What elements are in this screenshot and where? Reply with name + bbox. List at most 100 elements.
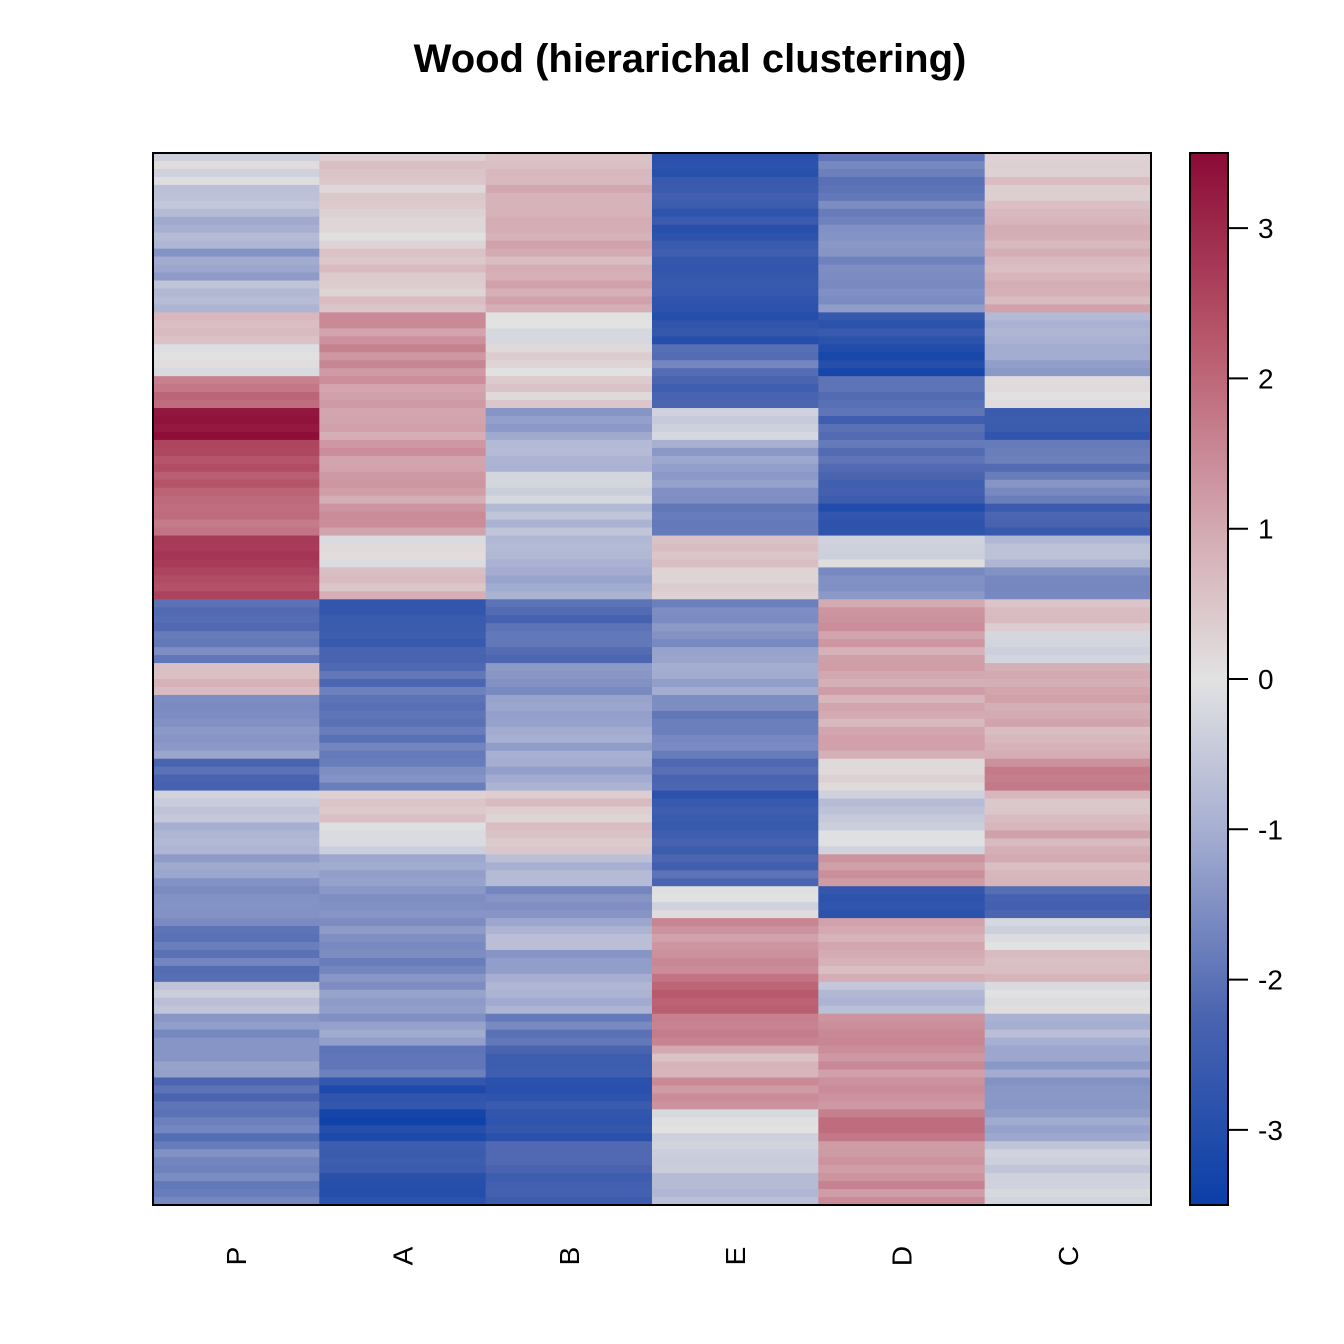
heatmap-cell	[153, 240, 320, 250]
heatmap-cell	[652, 989, 819, 999]
heatmap-cell	[652, 1069, 819, 1079]
heatmap-cell	[984, 910, 1152, 919]
heatmap-cell	[984, 774, 1152, 784]
heatmap-cell	[153, 288, 320, 298]
heatmap-cell	[984, 934, 1152, 943]
heatmap-cell	[153, 1069, 320, 1079]
color-legend-bar	[1189, 152, 1229, 1206]
heatmap-cell	[652, 168, 819, 178]
heatmap-cell	[153, 232, 320, 242]
heatmap-cell	[485, 296, 653, 306]
heatmap-cell	[652, 400, 819, 409]
heatmap-cell	[818, 1037, 986, 1047]
heatmap-cell	[319, 320, 487, 329]
heatmap-cell	[319, 352, 487, 361]
heatmap-cell	[818, 1093, 986, 1102]
heatmap-cell	[153, 830, 320, 839]
heatmap-cell	[319, 894, 487, 903]
heatmap-cell	[984, 344, 1152, 353]
heatmap-cell	[984, 949, 1152, 959]
heatmap-cell	[319, 1037, 487, 1047]
heatmap-cell	[984, 1029, 1152, 1039]
heatmap-cell	[485, 1133, 653, 1142]
heatmap-cell	[153, 535, 320, 545]
heatmap-cell	[485, 934, 653, 943]
heatmap-cell	[818, 591, 986, 600]
heatmap-cell	[319, 822, 487, 832]
heatmap-cell	[485, 679, 653, 688]
heatmap-cell	[485, 200, 653, 210]
heatmap-cell	[319, 1141, 487, 1150]
heatmap-cell	[984, 1037, 1152, 1047]
heatmap-cell	[652, 583, 819, 592]
heatmap-cell	[818, 527, 986, 537]
heatmap-cell	[153, 1133, 320, 1142]
heatmap-cell	[319, 1005, 487, 1015]
heatmap-cell	[319, 463, 487, 473]
heatmap-cell	[153, 926, 320, 935]
heatmap-cell	[485, 1037, 653, 1047]
heatmap-cell	[485, 1029, 653, 1039]
heatmap-cell	[984, 184, 1152, 194]
heatmap-cell	[984, 280, 1152, 290]
heatmap-cell	[319, 870, 487, 879]
heatmap-cell	[818, 455, 986, 465]
heatmap-cell	[153, 368, 320, 377]
heatmap-cell	[485, 1117, 653, 1126]
heatmap-cell	[153, 894, 320, 903]
heatmap-cell	[485, 376, 653, 385]
heatmap-cell	[652, 1037, 819, 1047]
heatmap-cell	[485, 790, 653, 800]
heatmap-cell	[153, 160, 320, 170]
heatmap-cell	[153, 328, 320, 337]
heatmap-cell	[153, 583, 320, 592]
heatmap-cell	[984, 1197, 1152, 1206]
heatmap-cell	[485, 495, 653, 505]
heatmap-cell	[652, 479, 819, 489]
heatmap-cell	[818, 296, 986, 306]
heatmap-cell	[984, 384, 1152, 393]
heatmap-cell	[652, 965, 819, 975]
color-legend-ticks: 3 2 1 0 -1 -2 -3	[1228, 213, 1283, 1146]
heatmap-cell	[652, 1085, 819, 1095]
heatmap-cell	[818, 200, 986, 210]
heatmap-cell	[485, 718, 653, 728]
heatmap-cell	[818, 1149, 986, 1158]
heatmap-cell	[153, 1197, 320, 1206]
heatmap-cell	[818, 623, 986, 632]
heatmap-cell	[319, 726, 487, 736]
heatmap-cell	[984, 1133, 1152, 1142]
heatmap-cell	[984, 997, 1152, 1007]
heatmap-cell	[652, 336, 819, 345]
heatmap-cell	[984, 1109, 1152, 1118]
heatmap-cell	[818, 694, 986, 704]
heatmap-cell	[818, 750, 986, 760]
heatmap-cell	[652, 471, 819, 481]
heatmap-cell	[319, 384, 487, 393]
heatmap-cell	[652, 320, 819, 329]
heatmap-cell	[485, 926, 653, 935]
heatmap-cell	[984, 846, 1152, 855]
heatmap-cell	[652, 734, 819, 744]
heatmap-cell	[818, 423, 986, 433]
heatmap-cell	[818, 1189, 986, 1198]
heatmap-cell	[818, 1069, 986, 1079]
heatmap-cell	[153, 1189, 320, 1198]
column-label-p: P	[221, 1247, 252, 1266]
heatmap-cell	[153, 663, 320, 672]
heatmap-cell	[652, 160, 819, 170]
heatmap-cell	[652, 551, 819, 561]
heatmap-cell	[153, 790, 320, 800]
heatmap-cell	[319, 671, 487, 680]
heatmap-cell	[153, 750, 320, 760]
heatmap-cell	[818, 814, 986, 824]
heatmap-cell	[153, 973, 320, 983]
heatmap-cell	[984, 942, 1152, 951]
heatmap-cell	[984, 176, 1152, 186]
heatmap-cell	[818, 487, 986, 497]
heatmap-cell	[319, 1061, 487, 1071]
heatmap-cell	[652, 1125, 819, 1134]
heatmap-cell	[652, 830, 819, 839]
heatmap-cell	[984, 822, 1152, 832]
